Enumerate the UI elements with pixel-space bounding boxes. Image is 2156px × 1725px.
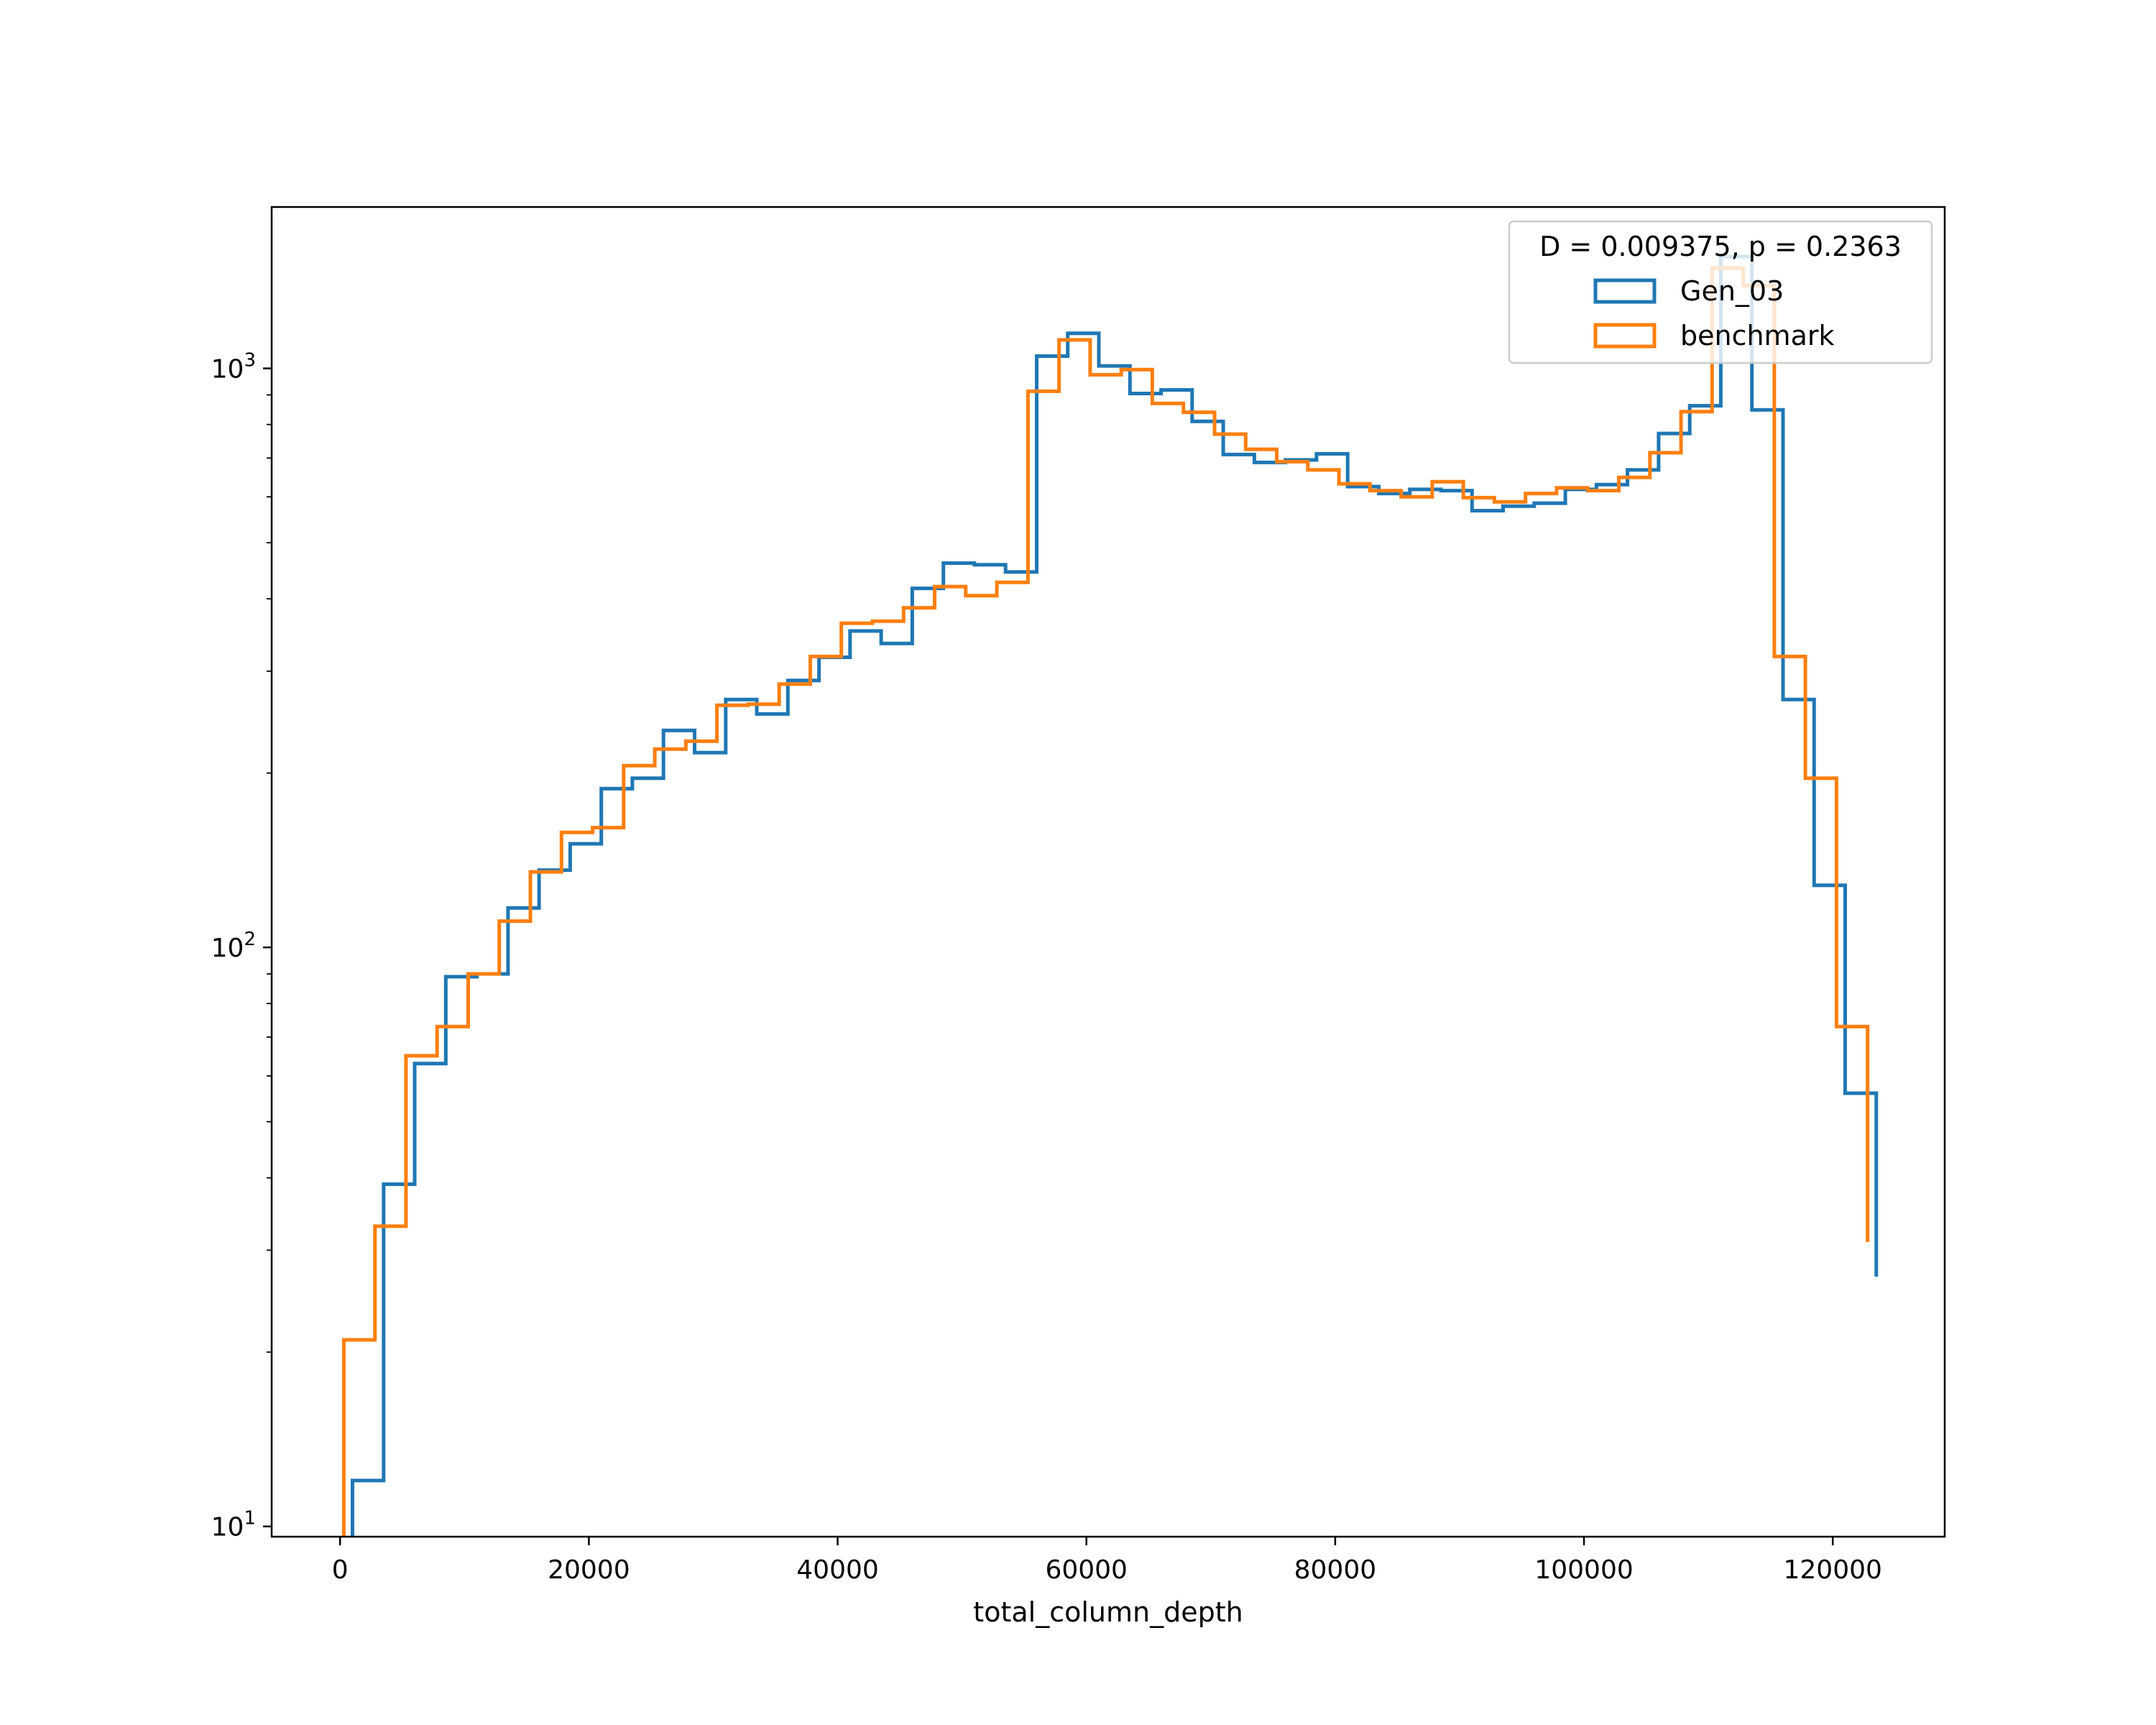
x-axis-ticks: 0 20000 40000 60000 80000 100000 120000 <box>332 1537 1882 1585</box>
y-tick-label: 102 <box>211 929 256 963</box>
x-tick-label: 20000 <box>548 1555 630 1585</box>
legend-label-benchmark: benchmark <box>1680 320 1835 351</box>
y-axis-ticks: 101 102 103 <box>211 350 272 1542</box>
x-tick-label: 80000 <box>1294 1555 1377 1585</box>
legend-swatch-gen03 <box>1593 278 1657 304</box>
series-benchmark-line <box>341 266 1870 1537</box>
x-tick-label: 0 <box>332 1555 349 1585</box>
x-tick-label: 100000 <box>1534 1555 1633 1585</box>
legend-label-gen03: Gen_03 <box>1680 275 1784 307</box>
legend-box <box>1508 220 1933 364</box>
x-axis-label: total_column_depth <box>973 1596 1243 1628</box>
legend: D = 0.009375, p = 0.2363 Gen_03 benchmar… <box>1508 220 1933 364</box>
x-tick-label: 40000 <box>796 1555 879 1585</box>
y-tick-label: 103 <box>211 350 256 385</box>
x-tick-label: 60000 <box>1045 1555 1128 1585</box>
legend-swatch-benchmark <box>1593 323 1657 349</box>
x-tick-label: 120000 <box>1784 1555 1882 1585</box>
legend-title: D = 0.009375, p = 0.2363 <box>1539 231 1902 262</box>
series-layer <box>341 254 1879 1537</box>
plot-frame <box>270 206 1946 1538</box>
y-tick-label: 101 <box>211 1508 256 1542</box>
